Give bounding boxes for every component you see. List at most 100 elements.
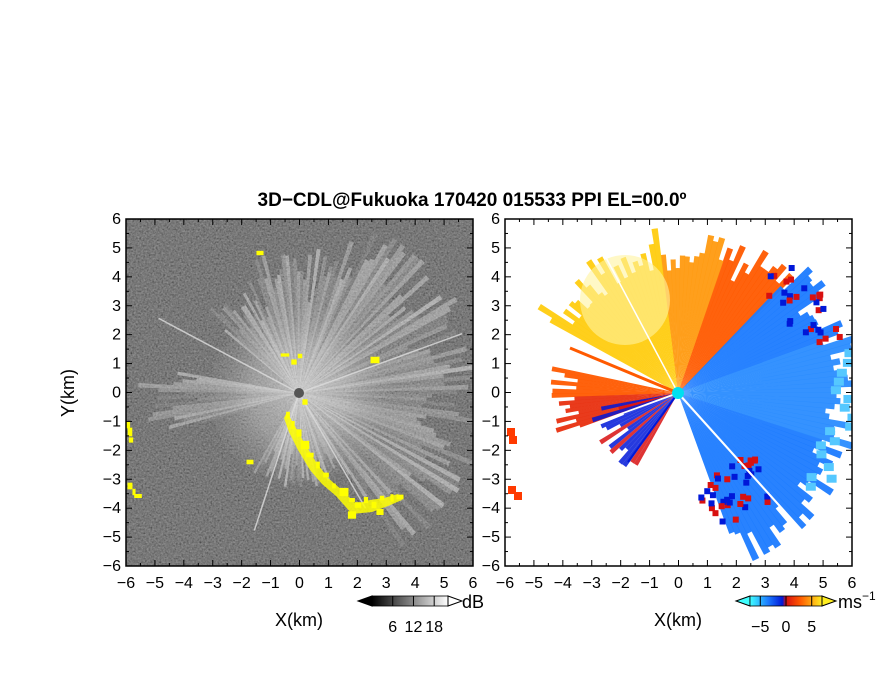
velocity-fringe-pixel — [719, 518, 726, 525]
velocity-fringe-pixel — [807, 326, 814, 333]
velocity-spoke — [569, 346, 679, 395]
velocity-fringe-pixel — [788, 276, 795, 283]
velocity-blue-sector — [678, 319, 819, 393]
velocity-blue-sector — [678, 328, 839, 393]
velocity-warm-sector — [678, 252, 706, 393]
velocity-edge-cluster — [508, 486, 516, 494]
velocity-blue-sector — [678, 393, 786, 534]
y-tick-label: 4 — [491, 269, 500, 286]
x-tick-label: −2 — [233, 575, 251, 592]
velocity-warm-sector — [678, 237, 726, 393]
velocity-warm-sector — [678, 272, 750, 393]
snr-colorbar: 6 12 18 dB — [356, 592, 484, 636]
velocity-fringe-pixel — [728, 493, 735, 500]
velocity-blue-sector — [678, 392, 837, 399]
snr-x-axis-label: X(km) — [275, 610, 323, 630]
velocity-cyan-fringe — [805, 482, 816, 491]
velocity-fringe-pixel — [817, 329, 824, 336]
snr-highlight-pixel — [297, 353, 303, 359]
velocity-fringe-pixel — [766, 292, 773, 299]
velocity-fringe-pixel — [729, 463, 736, 470]
y-tick-label: 4 — [112, 269, 121, 286]
y-tick-label: −4 — [103, 500, 121, 517]
velocity-edge-cluster — [514, 492, 522, 500]
velocity-colorbar-unit-base: ms — [838, 592, 862, 612]
velocity-blue-sector — [678, 393, 835, 432]
velocity-fringe-pixel — [822, 335, 829, 342]
velocity-blue-sector — [678, 393, 735, 534]
velocity-fringe-pixel — [732, 516, 739, 523]
velocity-blue-sector — [678, 286, 785, 393]
velocity-west-sector — [577, 378, 678, 393]
velocity-warm-sector — [678, 234, 715, 393]
velocity-fringe-pixel — [744, 472, 751, 479]
y-tick-label: 1 — [491, 356, 500, 373]
velocity-fringe-pixel — [699, 497, 706, 504]
snr-thin-spoke — [298, 332, 463, 394]
velocity-blue-sector — [678, 393, 823, 445]
x-tick-label: 3 — [761, 575, 770, 592]
velocity-west-sector — [552, 388, 678, 394]
velocity-cyan-fringe — [825, 427, 836, 436]
velocity-gap — [677, 392, 815, 545]
x-tick-label: 0 — [674, 575, 683, 592]
velocity-warm-sector — [678, 263, 787, 393]
y-tick-label: 5 — [112, 240, 121, 257]
velocity-fringe-pixel — [817, 291, 824, 298]
x-tick-label: −6 — [496, 575, 514, 592]
velocity-blue-sector — [678, 393, 782, 549]
velocity-mixed-sector — [618, 393, 678, 410]
snr-highlight-pixel — [256, 250, 264, 256]
velocity-blue-sector — [678, 311, 801, 393]
snr-highlight-pixel — [291, 359, 297, 365]
velocity-cyan-fringe — [839, 403, 850, 412]
velocity-blue-sector — [678, 314, 816, 393]
velocity-fringe-pixel — [816, 339, 823, 346]
x-tick-label: −4 — [175, 575, 193, 592]
velocity-fringe-pixel — [740, 493, 747, 500]
velocity-fringe-pixel — [836, 333, 843, 340]
velocity-colorbar-unit: ms−1 — [838, 589, 876, 612]
snr-highlight-pixel — [296, 429, 302, 437]
chart-title: 3D−CDL@Fukuoka 170420 015533 PPI EL=00.0… — [258, 190, 687, 211]
velocity-cyan-fringe — [823, 463, 834, 472]
snr-highlight-pixel — [363, 496, 369, 504]
velocity-cyan-fringe — [847, 413, 852, 422]
velocity-fringe-pixel — [745, 495, 752, 502]
velocity-fringe-pixel — [783, 278, 790, 285]
y-tick-label: 5 — [491, 240, 500, 257]
velocity-blue-sector — [678, 393, 836, 438]
velocity-blue-sector — [678, 393, 820, 468]
velocity-blue-sector — [678, 393, 852, 430]
velocity-fringe-pixel — [771, 272, 778, 279]
x-tick-label: 6 — [848, 575, 857, 592]
velocity-west-sector — [564, 373, 678, 393]
velocity-blue-sector — [678, 393, 843, 459]
snr-panel: −6 −5 −4 −3 −2 −1 0 1 2 3 4 5 6 6 5 4 3 2 1 0 −1 −2 −3 −4 −5 −6 Y… — [58, 211, 478, 630]
velocity-warm-sector — [678, 245, 746, 393]
velocity-fringe-pixel — [801, 285, 808, 292]
velocity-blue-sector — [678, 324, 820, 393]
velocity-mixed-sector — [599, 393, 678, 445]
velocity-fringe-pixel — [724, 496, 731, 503]
velocity-cyan-fringe — [806, 473, 817, 482]
velocity-spoke — [627, 392, 679, 463]
y-tick-label: 1 — [112, 356, 121, 373]
velocity-blue-sector — [678, 393, 805, 504]
y-tick-label: −2 — [103, 442, 121, 459]
velocity-blue-sector — [678, 393, 835, 410]
x-tick-label: −3 — [204, 575, 222, 592]
x-tick-label: 3 — [382, 575, 391, 592]
velocity-fringe-pixel — [764, 493, 771, 500]
velocity-edge-cluster — [507, 428, 515, 436]
x-tick-label: −1 — [640, 575, 658, 592]
velocity-bright-patch — [580, 255, 670, 345]
colorbar-tick-label: 6 — [388, 619, 397, 636]
snr-highlight-pixel — [347, 511, 357, 519]
x-tick-label: 2 — [732, 575, 741, 592]
snr-highlight-pixel — [126, 421, 131, 429]
x-tick-label: −3 — [583, 575, 601, 592]
velocity-west-sector — [550, 379, 678, 393]
y-tick-label: 6 — [491, 211, 500, 228]
